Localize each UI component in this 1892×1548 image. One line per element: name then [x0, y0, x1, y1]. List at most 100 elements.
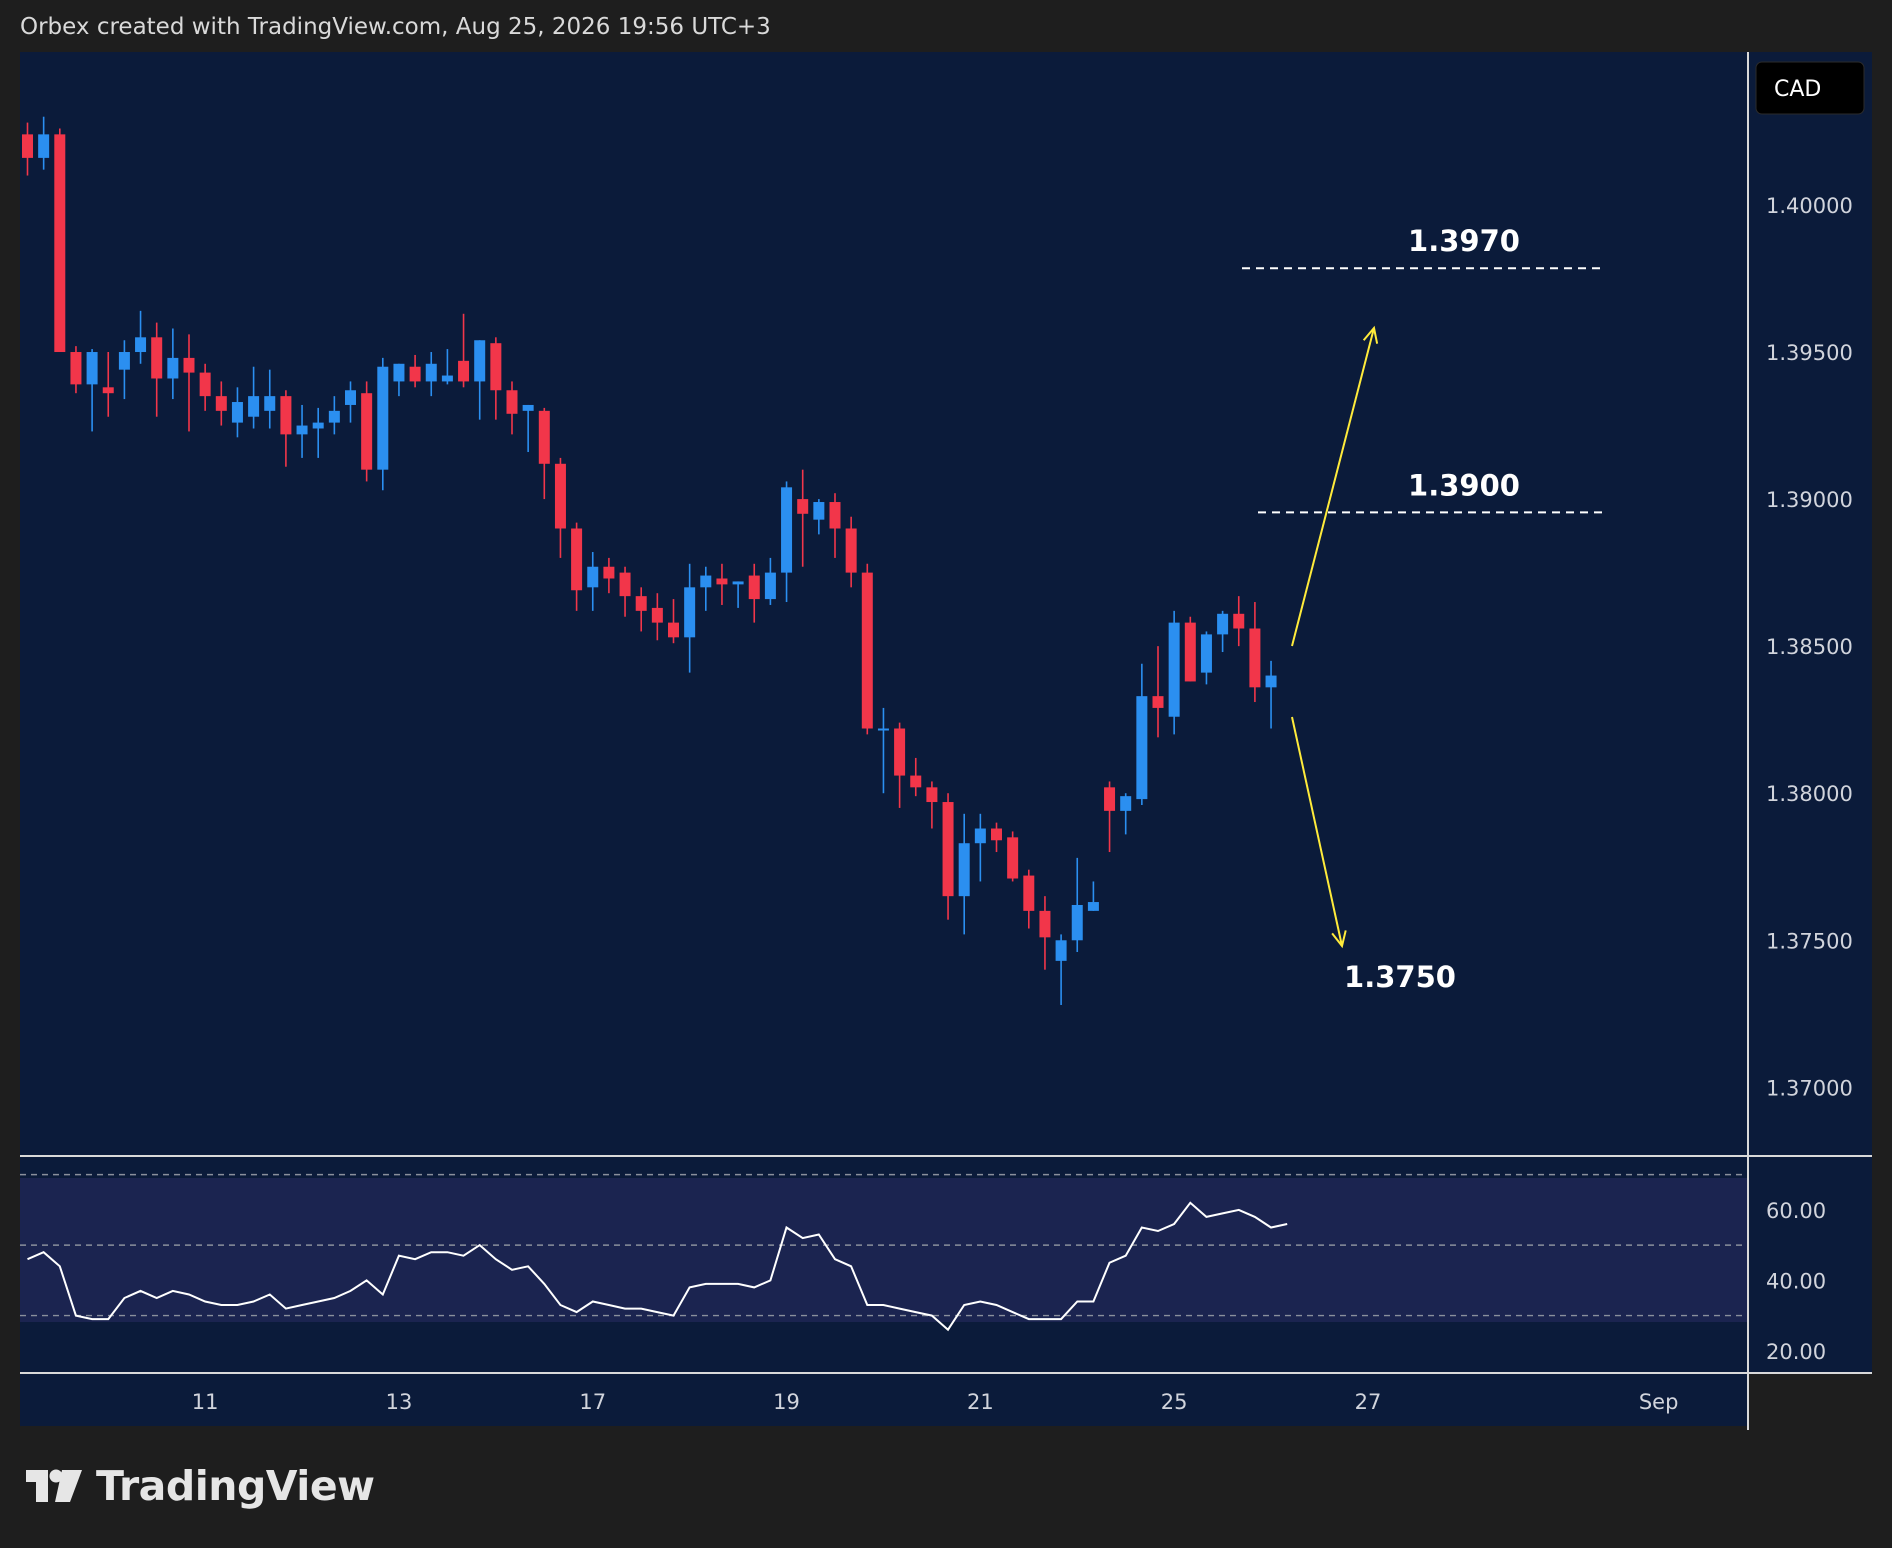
candle-body [877, 728, 889, 731]
candle-body [1217, 613, 1229, 635]
candle-body [312, 422, 324, 429]
currency-badge [1755, 61, 1865, 115]
candle-body [958, 843, 970, 897]
candle-body [538, 410, 550, 464]
candle [1120, 793, 1132, 835]
candle [1233, 596, 1245, 647]
candle [215, 381, 227, 426]
candle-body [684, 587, 696, 638]
candle [732, 581, 744, 608]
rsi-line [27, 1201, 1288, 1332]
candle-body [797, 499, 809, 514]
candle-body [619, 572, 631, 597]
time-tick-label: 19 [773, 1390, 800, 1414]
candle [1217, 610, 1229, 653]
candle [845, 516, 857, 588]
candle [651, 593, 663, 641]
candle [877, 707, 889, 794]
rsi-tick-label: 20.00 [1766, 1340, 1826, 1364]
candle [861, 563, 873, 735]
price-tick-label: 1.40000 [1766, 194, 1853, 218]
candle-body [345, 390, 356, 405]
candle [312, 407, 324, 458]
candle [700, 566, 712, 611]
candle [231, 387, 243, 438]
candle [248, 366, 260, 429]
candle-body [571, 528, 583, 591]
candle [1184, 616, 1196, 682]
time-tick-label: 21 [967, 1390, 994, 1414]
candle [522, 404, 534, 453]
currency-label: CAD [1774, 77, 1821, 102]
candle-body [441, 375, 453, 382]
candle-body [1071, 904, 1083, 941]
candle [393, 363, 405, 397]
candle-body [554, 463, 566, 529]
time-tick-label: 11 [192, 1390, 219, 1414]
candle [1104, 781, 1116, 853]
arrow-shaft [1291, 327, 1375, 647]
candle-body [942, 802, 954, 897]
candle [1007, 831, 1019, 882]
candle [441, 349, 453, 385]
candle-body [926, 787, 938, 803]
candle-body [490, 343, 502, 391]
candle-body [167, 357, 179, 379]
rsi-tick-label: 40.00 [1766, 1269, 1826, 1293]
candle [361, 381, 373, 482]
candle [296, 404, 308, 458]
candle [135, 310, 147, 364]
candle-body [974, 828, 986, 844]
candle [490, 337, 502, 420]
candle [1023, 869, 1035, 929]
candle-body [1007, 837, 1019, 879]
candle-body [1184, 622, 1196, 682]
level-label: 1.3900 [1408, 468, 1520, 502]
chart-attribution: Orbex created with TradingView.com, Aug … [20, 14, 771, 40]
candle [619, 566, 631, 617]
candle [668, 599, 679, 644]
candle-body [1168, 622, 1180, 717]
candle [571, 522, 583, 611]
candle [70, 346, 82, 394]
arrow-shaft [1291, 716, 1343, 947]
candle [1039, 896, 1051, 970]
candle-body [393, 363, 405, 382]
candle-body [635, 596, 647, 611]
candle-body [248, 396, 260, 417]
candle-body [215, 396, 227, 411]
candle-body [54, 134, 66, 353]
candle-body [199, 372, 211, 397]
candle [958, 813, 970, 935]
candle [1249, 602, 1261, 703]
candle [1152, 646, 1164, 738]
candle-body [1200, 634, 1212, 673]
time-tick-label: Sep [1639, 1390, 1679, 1414]
candle-body [183, 357, 195, 373]
down-arrow [1291, 716, 1347, 949]
tradingview-logo: TradingView [24, 1462, 375, 1510]
candle-body [328, 410, 340, 423]
candle [635, 587, 647, 632]
candle [264, 369, 276, 429]
candle [54, 128, 66, 353]
candle [167, 328, 179, 400]
rsi-band [20, 1178, 1747, 1322]
candle [894, 722, 906, 808]
price-tick-label: 1.38000 [1766, 782, 1853, 806]
price-tick-label: 1.39500 [1766, 341, 1853, 365]
candle [538, 407, 550, 500]
price-tick-label: 1.37000 [1766, 1076, 1853, 1100]
candle [942, 793, 954, 920]
candle-body [102, 387, 114, 394]
candle-body [829, 502, 841, 529]
candle-body [296, 425, 308, 435]
candle [425, 352, 437, 397]
candle-body [813, 502, 825, 520]
candle-body [1087, 902, 1099, 911]
time-axis-bg [20, 1374, 1747, 1426]
candle-body [781, 487, 793, 573]
candle-body [732, 581, 744, 585]
candle [151, 322, 163, 417]
